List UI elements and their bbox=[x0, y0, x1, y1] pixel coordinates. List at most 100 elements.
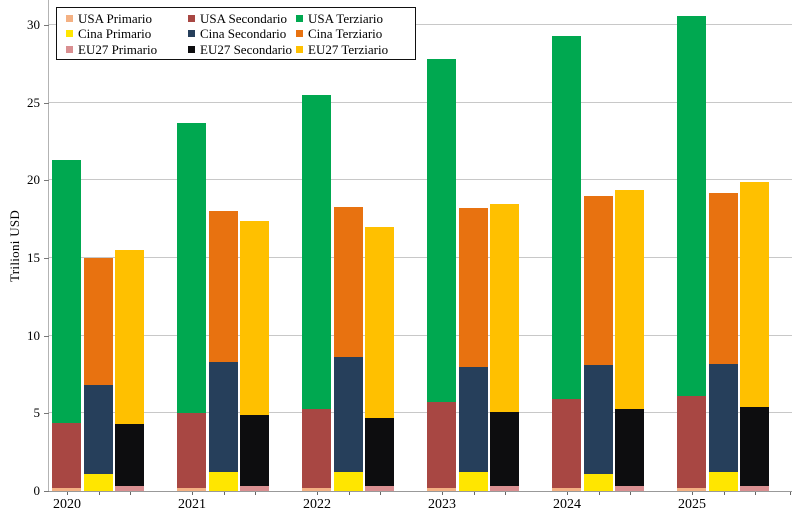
bar-segment-cina-primario-2020 bbox=[84, 473, 113, 491]
bar-segment-eu27-terziario-2025 bbox=[740, 181, 769, 408]
legend-item-usa-secondario: USA Secondario bbox=[188, 11, 296, 26]
bar-segment-usa-secondario-2025 bbox=[677, 396, 706, 488]
bar-segment-usa-primario-2023 bbox=[427, 487, 456, 491]
legend-swatch-cina-primario bbox=[66, 30, 73, 37]
bar-segment-cina-secondario-2025 bbox=[709, 363, 738, 473]
bar-segment-cina-secondario-2024 bbox=[584, 365, 613, 474]
x-tick-mark-Cina-2024 bbox=[598, 492, 600, 495]
x-tick-mark-Cina-2025 bbox=[723, 492, 725, 495]
bar-segment-cina-secondario-2023 bbox=[459, 366, 488, 473]
y-tick-label-30: 30 bbox=[27, 16, 40, 32]
bar-segment-usa-primario-2021 bbox=[177, 487, 206, 491]
bar-segment-eu27-primario-2020 bbox=[115, 486, 144, 491]
bar-segment-eu27-primario-2021 bbox=[240, 486, 269, 491]
legend-label-usa-terziario: USA Terziario bbox=[308, 10, 384, 26]
legend-label-usa-secondario: USA Secondario bbox=[200, 10, 288, 26]
x-tick-label-2020: 2020 bbox=[53, 497, 81, 512]
bar-segment-eu27-primario-2023 bbox=[490, 486, 519, 491]
bar-segment-usa-primario-2022 bbox=[302, 487, 331, 491]
bar-segment-cina-terziario-2024 bbox=[584, 195, 613, 366]
legend-swatch-eu27-secondario bbox=[188, 45, 195, 53]
y-tick-label-5: 5 bbox=[33, 405, 41, 421]
bar-segment-cina-terziario-2020 bbox=[84, 257, 113, 386]
bar-segment-usa-terziario-2022 bbox=[302, 94, 331, 409]
bar-segment-usa-primario-2025 bbox=[677, 487, 706, 491]
bar-segment-eu27-primario-2025 bbox=[740, 486, 769, 491]
bar-segment-cina-terziario-2022 bbox=[334, 206, 363, 358]
x-tick-label-2022: 2022 bbox=[303, 497, 331, 512]
x-tick-mark-EU27-2023 bbox=[504, 492, 506, 495]
bar-segment-eu27-secondario-2021 bbox=[240, 414, 269, 487]
bar-segment-usa-terziario-2025 bbox=[677, 15, 706, 397]
bar-segment-eu27-terziario-2020 bbox=[115, 250, 144, 425]
y-tick-mark-5 bbox=[44, 413, 49, 415]
bar-segment-eu27-secondario-2025 bbox=[740, 407, 769, 487]
gridline-10 bbox=[48, 334, 792, 336]
y-tick-label-10: 10 bbox=[27, 327, 40, 343]
y-tick-label-15: 15 bbox=[27, 249, 40, 265]
bar-segment-usa-secondario-2024 bbox=[552, 399, 581, 488]
x-tick-mark-USA-2024 bbox=[566, 492, 568, 495]
bar-segment-eu27-primario-2022 bbox=[365, 486, 394, 491]
legend-item-eu27-primario: EU27 Primario bbox=[66, 42, 188, 57]
x-tick-mark-USA-2020 bbox=[66, 492, 68, 495]
legend-item-cina-secondario: Cina Secondario bbox=[188, 26, 296, 41]
y-tick-mark-30 bbox=[44, 24, 49, 26]
bar-segment-eu27-terziario-2024 bbox=[615, 189, 644, 409]
legend-swatch-cina-terziario bbox=[296, 30, 303, 37]
legend-swatch-usa-secondario bbox=[188, 14, 195, 22]
bar-segment-usa-secondario-2021 bbox=[177, 413, 206, 488]
x-tick-mark-Cina-2023 bbox=[473, 492, 475, 495]
plot-area bbox=[48, 0, 792, 491]
y-tick-mark-25 bbox=[44, 102, 49, 104]
legend-item-eu27-secondario: EU27 Secondario bbox=[188, 42, 296, 57]
x-tick-mark-EU27-2021 bbox=[254, 492, 256, 495]
bar-segment-cina-primario-2024 bbox=[584, 473, 613, 491]
legend-swatch-eu27-primario bbox=[66, 45, 73, 53]
y-tick-label-0: 0 bbox=[33, 483, 41, 498]
bar-segment-usa-terziario-2021 bbox=[177, 122, 206, 414]
bar-segment-eu27-secondario-2020 bbox=[115, 424, 144, 487]
gridline-5 bbox=[48, 412, 792, 414]
x-tick-mark-EU27-2022 bbox=[379, 492, 381, 495]
x-tick-label-2024: 2024 bbox=[553, 497, 581, 512]
bar-segment-usa-terziario-2023 bbox=[427, 59, 456, 403]
bar-segment-cina-secondario-2022 bbox=[334, 357, 363, 473]
legend-swatch-usa-primario bbox=[66, 14, 73, 22]
legend-item-usa-terziario: USA Terziario bbox=[296, 11, 411, 26]
legend-item-usa-primario: USA Primario bbox=[66, 11, 188, 26]
x-tick-mark-end bbox=[790, 492, 791, 495]
bar-segment-eu27-terziario-2022 bbox=[365, 226, 394, 418]
gridline-25 bbox=[48, 101, 792, 103]
y-tick-label-20: 20 bbox=[27, 172, 40, 188]
x-tick-mark-EU27-2025 bbox=[754, 492, 756, 495]
bar-segment-eu27-terziario-2021 bbox=[240, 220, 269, 415]
x-tick-mark-USA-2022 bbox=[316, 492, 318, 495]
bar-segment-cina-secondario-2021 bbox=[209, 362, 238, 473]
bar-segment-usa-secondario-2022 bbox=[302, 408, 331, 488]
legend-label-eu27-secondario: EU27 Secondario bbox=[200, 41, 293, 57]
y-axis-line bbox=[48, 0, 49, 491]
y-tick-mark-20 bbox=[44, 180, 49, 182]
y-tick-mark-10 bbox=[44, 335, 49, 337]
x-tick-mark-Cina-2021 bbox=[223, 492, 225, 495]
legend-label-cina-secondario: Cina Secondario bbox=[200, 26, 287, 41]
bar-segment-eu27-secondario-2022 bbox=[365, 417, 394, 487]
gridline-30 bbox=[48, 23, 792, 25]
bar-segment-eu27-primario-2024 bbox=[615, 486, 644, 491]
bar-segment-cina-secondario-2020 bbox=[84, 385, 113, 474]
gridline-15 bbox=[48, 256, 792, 258]
bar-segment-eu27-secondario-2023 bbox=[490, 411, 519, 487]
legend-item-eu27-terziario: EU27 Terziario bbox=[296, 42, 411, 57]
bar-segment-eu27-terziario-2023 bbox=[490, 203, 519, 412]
legend-label-usa-primario: USA Primario bbox=[78, 10, 153, 26]
legend-item-cina-terziario: Cina Terziario bbox=[296, 26, 411, 41]
legend: USA Primario USA Secondario USA Terziario C… bbox=[56, 7, 416, 60]
bar-segment-usa-secondario-2020 bbox=[52, 422, 81, 488]
x-tick-mark-EU27-2024 bbox=[629, 492, 631, 495]
bar-segment-usa-secondario-2023 bbox=[427, 402, 456, 488]
legend-swatch-cina-secondario bbox=[188, 30, 195, 37]
bar-segment-usa-terziario-2020 bbox=[52, 160, 81, 423]
bar-segment-cina-primario-2025 bbox=[709, 472, 738, 491]
